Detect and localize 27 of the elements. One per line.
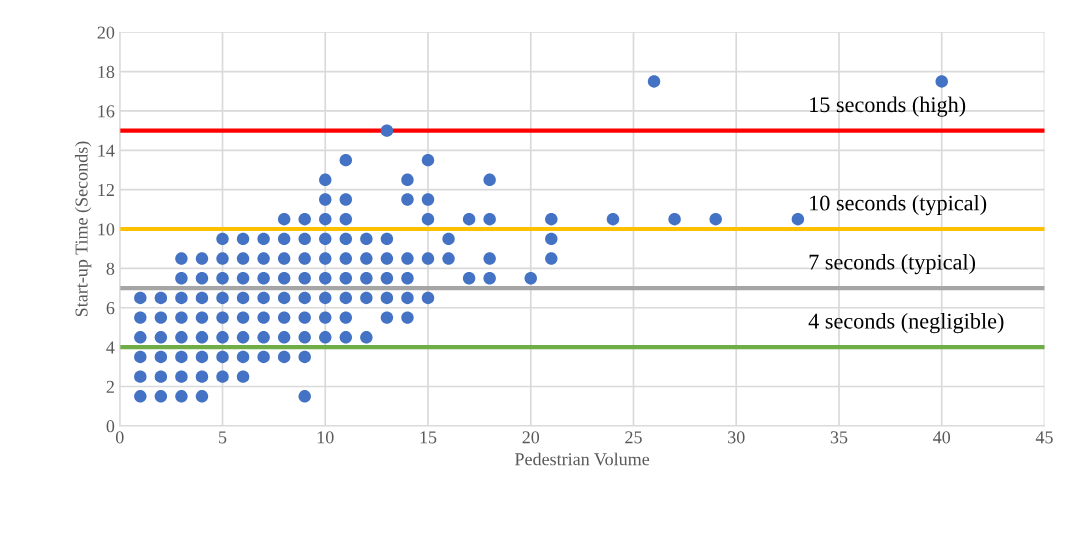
ref-line-label: 7 seconds (typical) (809, 253, 976, 275)
y-tick-label: 0 (106, 420, 115, 433)
y-tick-label: 8 (106, 262, 115, 275)
x-tick-label: 45 (1035, 431, 1053, 444)
y-axis-title: Start-up Time (Seconds) (74, 141, 92, 317)
x-axis-title: Pedestrian Volume (515, 452, 650, 466)
y-tick-label: 10 (98, 223, 115, 236)
ref-line-label: 15 seconds (high) (810, 96, 966, 117)
x-tick-label: 30 (728, 431, 745, 444)
y-tick-label: 2 (106, 380, 114, 393)
y-tick-label: 6 (106, 302, 115, 315)
x-tick-label: 15 (420, 431, 437, 444)
x-tick-label: 25 (625, 431, 642, 444)
x-tick-label: 40 (933, 431, 951, 444)
ref-line-label: 10 seconds (typical) (810, 194, 987, 216)
x-tick-label: 0 (115, 431, 124, 444)
y-tick-label: 14 (98, 144, 115, 157)
x-tick-label: 35 (830, 431, 848, 444)
y-tick-label: 12 (98, 183, 114, 196)
y-tick-label: 20 (97, 26, 115, 39)
y-tick-label: 4 (106, 341, 115, 354)
y-tick-label: 18 (98, 65, 115, 79)
x-tick-label: 10 (317, 431, 334, 444)
ref-line-label: 4 seconds (negligible) (808, 313, 1004, 334)
x-tick-label: 5 (219, 431, 227, 444)
y-tick-label: 16 (98, 105, 115, 118)
x-tick-label: 20 (522, 431, 540, 444)
